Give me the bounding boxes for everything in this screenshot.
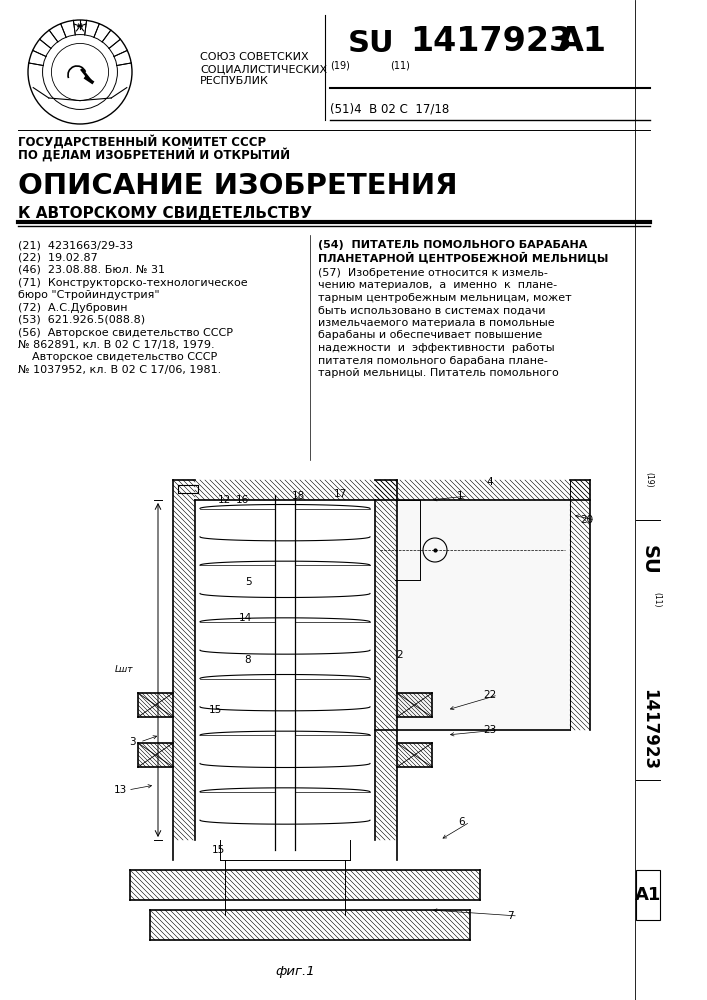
Text: 16: 16 [235, 495, 249, 505]
Text: 1417923: 1417923 [410, 25, 572, 58]
Text: 3: 3 [129, 737, 135, 747]
Text: (46)  23.08.88. Бюл. № 31: (46) 23.08.88. Бюл. № 31 [18, 265, 165, 275]
Text: тарной мельницы. Питатель помольного: тарной мельницы. Питатель помольного [318, 368, 559, 378]
Text: (56)  Авторское свидетельство СССР: (56) Авторское свидетельство СССР [18, 328, 233, 338]
Text: № 1037952, кл. В 02 С 17/06, 1981.: № 1037952, кл. В 02 С 17/06, 1981. [18, 365, 221, 375]
Text: SU: SU [348, 29, 395, 58]
Text: ПЛАНЕТАРНОЙ ЦЕНТРОБЕЖНОЙ МЕЛЬНИЦЫ: ПЛАНЕТАРНОЙ ЦЕНТРОБЕЖНОЙ МЕЛЬНИЦЫ [318, 252, 609, 264]
Text: Авторское свидетельство СССР: Авторское свидетельство СССР [18, 353, 217, 362]
Text: ГОСУДАРСТВЕННЫЙ КОМИТЕТ СССР: ГОСУДАРСТВЕННЫЙ КОМИТЕТ СССР [18, 135, 266, 149]
Text: 1: 1 [457, 491, 463, 501]
Text: СОЦИАЛИСТИЧЕСКИХ: СОЦИАЛИСТИЧЕСКИХ [200, 64, 327, 74]
Text: СОЮЗ СОВЕТСКИХ: СОЮЗ СОВЕТСКИХ [200, 52, 309, 62]
Text: 7: 7 [507, 911, 513, 921]
Text: (72)  А.С.Дубровин: (72) А.С.Дубровин [18, 302, 127, 313]
Text: 13: 13 [113, 785, 127, 795]
Text: (11): (11) [653, 592, 662, 608]
Text: SU: SU [640, 545, 658, 575]
Text: питателя помольного барабана плане-: питателя помольного барабана плане- [318, 356, 548, 365]
Text: А1: А1 [635, 886, 661, 904]
Text: РЕСПУБЛИК: РЕСПУБЛИК [200, 76, 269, 86]
Text: (53)  621.926.5(088.8): (53) 621.926.5(088.8) [18, 315, 145, 325]
Text: 23: 23 [484, 725, 496, 735]
Text: 20: 20 [580, 515, 594, 525]
Text: 4: 4 [486, 477, 493, 487]
Text: 1417923: 1417923 [640, 689, 658, 771]
Text: 15: 15 [211, 845, 225, 855]
Text: (21)  4231663/29-33: (21) 4231663/29-33 [18, 240, 133, 250]
Text: 2: 2 [397, 650, 403, 660]
Text: (22)  19.02.87: (22) 19.02.87 [18, 252, 98, 262]
Text: (71)  Конструкторско-технологическое: (71) Конструкторско-технологическое [18, 277, 247, 288]
Text: (19): (19) [645, 472, 653, 488]
Text: 6: 6 [459, 817, 465, 827]
Text: ПО ДЕЛАМ ИЗОБРЕТЕНИЙ И ОТКРЫТИЙ: ПО ДЕЛАМ ИЗОБРЕТЕНИЙ И ОТКРЫТИЙ [18, 148, 290, 162]
Text: А1: А1 [558, 25, 607, 58]
Text: 15: 15 [209, 705, 221, 715]
Text: 14: 14 [238, 613, 252, 623]
Text: измельчаемого материала в помольные: измельчаемого материала в помольные [318, 318, 554, 328]
Bar [636, 870, 660, 920]
Text: 12: 12 [217, 495, 230, 505]
Text: фиг.1: фиг.1 [275, 965, 315, 978]
Text: 5: 5 [245, 577, 251, 587]
Text: барабаны и обеспечивает повышение: барабаны и обеспечивает повышение [318, 330, 542, 340]
Text: ОПИСАНИЕ ИЗОБРЕТЕНИЯ: ОПИСАНИЕ ИЗОБРЕТЕНИЯ [18, 172, 457, 200]
Text: К АВТОРСКОМУ СВИДЕТЕЛЬСТВУ: К АВТОРСКОМУ СВИДЕТЕЛЬСТВУ [18, 206, 312, 221]
Text: (54)  ПИТАТЕЛЬ ПОМОЛЬНОГО БАРАБАНА: (54) ПИТАТЕЛЬ ПОМОЛЬНОГО БАРАБАНА [318, 240, 588, 250]
Text: бюро "Стройиндустрия": бюро "Стройиндустрия" [18, 290, 160, 300]
Text: 17: 17 [334, 489, 346, 499]
Text: (57)  Изобретение относится к измель-: (57) Изобретение относится к измель- [318, 268, 548, 278]
Text: Lшт: Lшт [115, 666, 133, 674]
Text: 8: 8 [245, 655, 251, 665]
Text: (11): (11) [390, 60, 410, 70]
Text: (51)4  В 02 С  17/18: (51)4 В 02 С 17/18 [330, 103, 449, 116]
Text: 22: 22 [484, 690, 496, 700]
Text: 18: 18 [291, 491, 305, 501]
Text: чению материалов,  а  именно  к  плане-: чению материалов, а именно к плане- [318, 280, 557, 290]
Text: № 862891, кл. В 02 С 17/18, 1979.: № 862891, кл. В 02 С 17/18, 1979. [18, 340, 215, 350]
Text: тарным центробежным мельницам, может: тарным центробежным мельницам, может [318, 293, 572, 303]
Text: (19): (19) [330, 60, 350, 70]
Text: надежности  и  эффективности  работы: надежности и эффективности работы [318, 343, 554, 353]
Text: быть использовано в системах подачи: быть использовано в системах подачи [318, 306, 546, 316]
